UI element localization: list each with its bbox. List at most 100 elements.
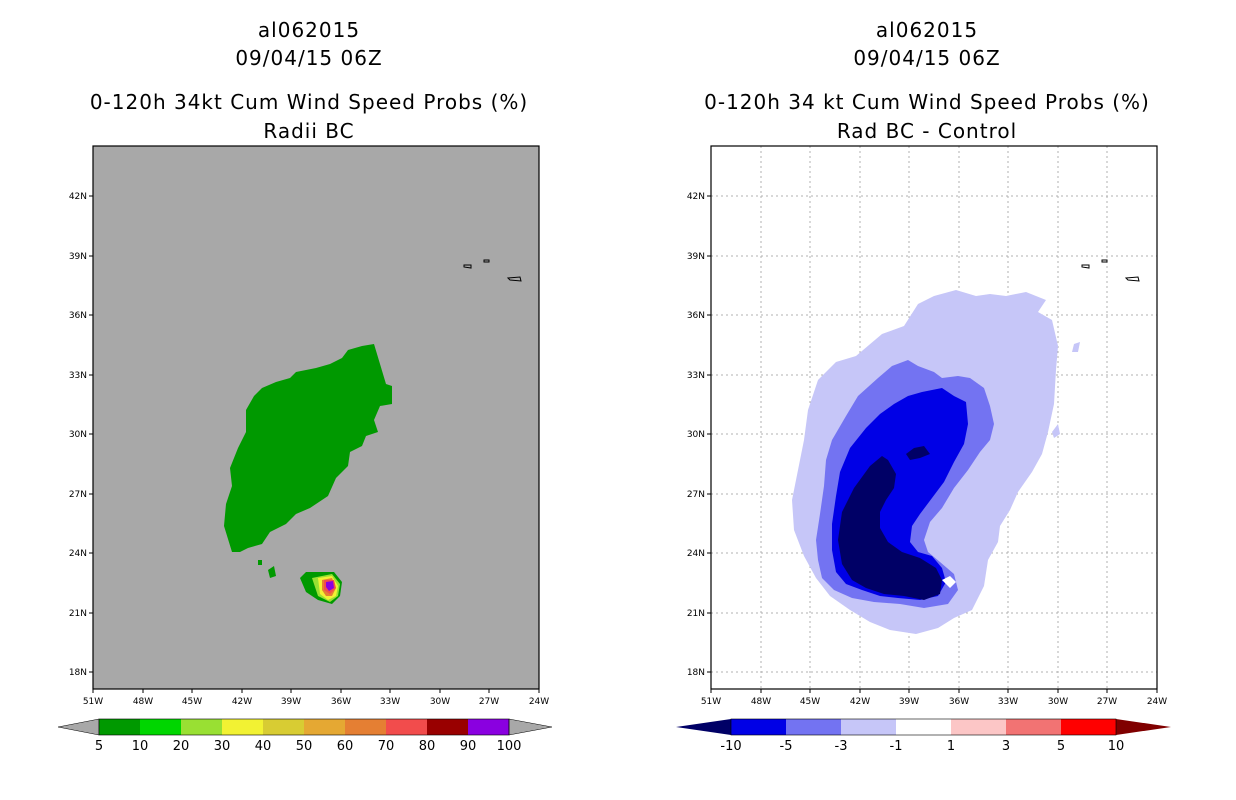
colorbar-label: 10 [132,739,149,754]
storm-id: al062015 [875,18,979,42]
colorbar-swatch [140,719,181,735]
colorbar-label: 30 [214,739,231,754]
colorbar-swatch [1006,719,1061,735]
colorbar-label: 80 [419,739,436,754]
colorbar-label: -10 [720,739,741,754]
colorbar-swatch [99,719,140,735]
lon-tick-label: 27W [1097,697,1117,707]
colorbar-label: 90 [460,739,477,754]
lon-tick-label: 45W [800,697,820,707]
lat-tick-label: 24N [69,549,87,559]
lon-tick-label: 36W [949,697,969,707]
lon-tick-label: 30W [430,697,450,707]
colorbar-swatch [181,719,222,735]
difference-map: 42N 39N 36N 33N 30N 27N 24N 21N 18N 51W … [676,145,1171,754]
colorbar-swatch [222,719,263,735]
lon-tick-label: 45W [182,697,202,707]
colorbar-label: -5 [780,739,793,754]
azores-islands [1081,259,1140,282]
lat-tick-label: 33N [69,371,87,381]
lat-tick-label: 39N [69,252,87,262]
colorbar-label: 50 [296,739,313,754]
lat-tick-label: 42N [687,192,705,202]
lon-tick-label: 48W [133,697,153,707]
lat-tick-label: 30N [69,430,87,440]
probability-map: 42N 39N 36N 33N 30N 27N 24N 21N 18N 51W … [57,145,553,754]
colorbar-end-right [508,718,553,736]
colorbar-label: 100 [497,739,522,754]
colorbar-swatch [427,719,468,735]
longitude-axis: 51W 48W 45W 42W 39W 36W 33W 30W 27W 24W [83,689,549,707]
difference-region-dark [838,456,942,600]
colorbar-swatch [345,719,386,735]
map-title: 0-120h 34 kt Cum Wind Speed Probs (%) [704,90,1150,114]
colorbar-legend: -10 -5 -3 -1 1 3 5 10 [676,718,1171,754]
lon-tick-label: 36W [331,697,351,707]
probability-region-small [258,560,262,565]
colorbar-end-left [676,719,731,735]
difference-region-light [1052,424,1060,438]
colorbar-label: 5 [1057,739,1065,754]
forecast-datetime: 09/04/15 06Z [853,46,1001,70]
lon-tick-label: 24W [1147,697,1167,707]
colorbar-swatch [1061,719,1116,735]
right-map-panel: al062015 09/04/15 06Z 0-120h 34 kt Cum W… [618,0,1236,800]
lat-tick-label: 24N [687,549,705,559]
map-subtitle: Rad BC - Control [836,119,1018,143]
lat-tick-label: 18N [687,668,705,678]
colorbar-label: -3 [835,739,848,754]
colorbar-label: 20 [173,739,190,754]
lon-tick-label: 51W [701,697,721,707]
lat-tick-label: 21N [69,609,87,619]
colorbar-swatch [841,719,896,735]
lat-tick-label: 27N [69,490,87,500]
colorbar-label: 40 [255,739,272,754]
storm-id: al062015 [257,18,361,42]
longitude-axis: 51W 48W 45W 42W 39W 36W 33W 30W 27W 24W [701,689,1167,707]
colorbar-swatch [951,719,1006,735]
colorbar-end-right [1116,719,1171,735]
map-frame [92,145,540,690]
lon-tick-label: 33W [380,697,400,707]
lat-tick-label: 33N [687,371,705,381]
lon-tick-label: 48W [751,697,771,707]
lat-tick-label: 36N [687,311,705,321]
colorbar-legend: 5 10 20 30 40 50 60 70 80 90 100 [57,718,553,754]
lon-tick-label: 27W [479,697,499,707]
lat-tick-label: 39N [687,252,705,262]
colorbar-swatch [263,719,304,735]
lat-tick-label: 21N [687,609,705,619]
left-map-panel: al062015 09/04/15 06Z 0-120h 34kt Cum Wi… [57,18,553,754]
map-title: 0-120h 34kt Cum Wind Speed Probs (%) [89,90,529,114]
lat-tick-label: 27N [687,490,705,500]
forecast-datetime: 09/04/15 06Z [235,46,383,70]
colorbar-label: 10 [1108,739,1125,754]
lon-tick-label: 51W [83,697,103,707]
colorbar-swatch [731,719,786,735]
probability-region-5-10 [224,344,392,552]
difference-region-light [1072,342,1080,352]
lon-tick-label: 42W [232,697,252,707]
lat-tick-label: 42N [69,192,87,202]
latitude-axis: 42N 39N 36N 33N 30N 27N 24N 21N 18N [687,192,711,678]
lat-tick-label: 30N [687,430,705,440]
lon-tick-label: 33W [998,697,1018,707]
lon-tick-label: 39W [899,697,919,707]
lat-tick-label: 18N [69,668,87,678]
latitude-axis: 42N 39N 36N 33N 30N 27N 24N 21N 18N [69,192,93,678]
difference-region-dark [906,446,930,460]
lon-tick-label: 39W [281,697,301,707]
colorbar-swatch [786,719,841,735]
colorbar-swatch [896,719,951,735]
map-frame [710,145,1158,690]
colorbar-label: 5 [95,739,103,754]
probability-region-small [268,566,276,578]
colorbar-swatch [468,719,509,735]
colorbar-label: -1 [890,739,903,754]
colorbar-label: 70 [378,739,395,754]
lon-tick-label: 30W [1048,697,1068,707]
lat-tick-label: 36N [69,311,87,321]
lon-tick-label: 24W [529,697,549,707]
colorbar-swatch [304,719,345,735]
lon-tick-label: 42W [850,697,870,707]
